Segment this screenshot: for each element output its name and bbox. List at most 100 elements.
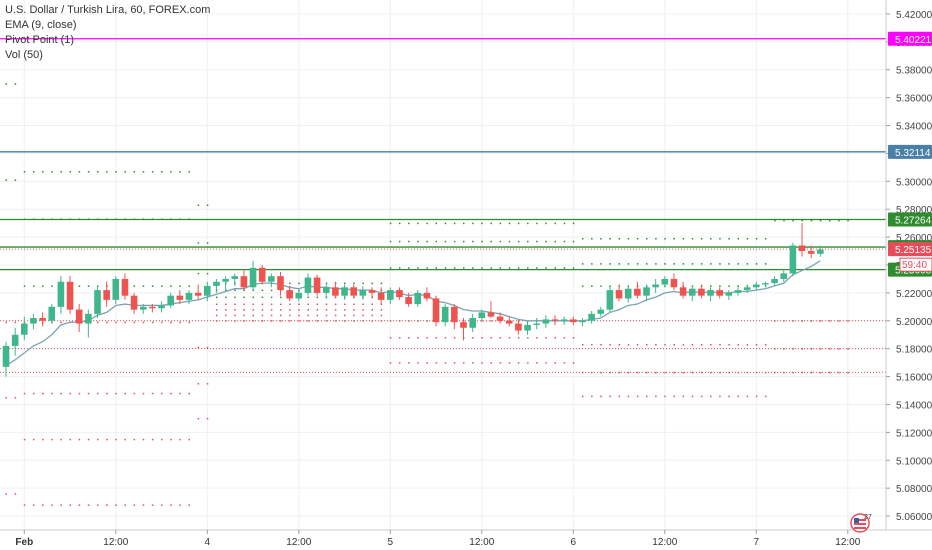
candle-body[interactable] [350, 287, 357, 296]
candle-body[interactable] [807, 251, 815, 254]
candle-body[interactable] [2, 345, 10, 367]
candle-body[interactable] [524, 324, 531, 331]
candle-body[interactable] [66, 281, 74, 310]
candle-body[interactable] [670, 278, 678, 288]
legend-ema[interactable]: EMA (9, close) [5, 19, 77, 31]
candle-body[interactable] [341, 287, 348, 296]
tradingview-logo[interactable]: 27 [849, 511, 875, 538]
candle-body[interactable] [387, 290, 394, 300]
candle-body[interactable] [762, 283, 769, 285]
candle-body[interactable] [313, 277, 321, 293]
candle-body[interactable] [194, 292, 202, 296]
candle-body[interactable] [679, 287, 687, 296]
candle-body[interactable] [515, 323, 522, 331]
candle-body[interactable] [423, 292, 431, 299]
candle-body[interactable] [368, 290, 376, 293]
candle-body[interactable] [167, 295, 174, 306]
candle-body[interactable] [551, 319, 559, 321]
candle-body[interactable] [432, 298, 440, 323]
candle-body[interactable] [817, 249, 824, 254]
candle-body[interactable] [405, 297, 412, 305]
pivot-dot [453, 362, 456, 364]
candle-body[interactable] [570, 319, 577, 323]
candle-body[interactable] [771, 278, 778, 284]
candle-body[interactable] [75, 309, 83, 324]
candle-body[interactable] [139, 306, 147, 310]
candle-body[interactable] [322, 287, 330, 293]
candle-body[interactable] [478, 312, 486, 318]
candle-body[interactable] [268, 276, 275, 282]
candle-body[interactable] [441, 306, 449, 323]
candle-body[interactable] [304, 277, 312, 293]
candle-body[interactable] [496, 316, 504, 321]
candle-body[interactable] [560, 319, 568, 321]
candle-body[interactable] [451, 306, 458, 323]
candle-body[interactable] [249, 267, 257, 288]
candle-body[interactable] [725, 292, 733, 296]
candle-body[interactable] [469, 318, 476, 328]
candle-body[interactable] [688, 288, 696, 296]
candle-body[interactable] [149, 306, 156, 309]
candle-body[interactable] [798, 245, 806, 252]
pivot-dot [838, 320, 840, 322]
candle-body[interactable] [332, 287, 339, 296]
candle-body[interactable] [85, 313, 92, 324]
legend-volume[interactable]: Vol (50) [5, 49, 43, 61]
candle-body[interactable] [11, 334, 19, 346]
candle-body[interactable] [743, 287, 751, 291]
candle-body[interactable] [753, 284, 760, 288]
candle-body[interactable] [103, 290, 110, 300]
candle-body[interactable] [176, 295, 184, 300]
candle-body[interactable] [377, 292, 385, 300]
candle-body[interactable] [588, 313, 595, 321]
candle-body[interactable] [487, 312, 495, 317]
candle-body[interactable] [661, 278, 669, 285]
candle-body[interactable] [39, 318, 46, 321]
candle-body[interactable] [57, 281, 65, 307]
candle-body[interactable] [789, 245, 797, 274]
candle-body[interactable] [130, 295, 138, 310]
legend-pivot[interactable]: Pivot Point (1) [5, 34, 75, 46]
candle-body[interactable] [606, 290, 614, 310]
candle-body[interactable] [533, 323, 540, 325]
candle-body[interactable] [505, 320, 513, 324]
candle-body[interactable] [734, 290, 742, 293]
candle-body[interactable] [579, 320, 586, 323]
candle-body[interactable] [231, 276, 239, 279]
legend-symbol[interactable]: U.S. Dollar / Turkish Lira, 60, FOREX.co… [5, 4, 211, 16]
candle-body[interactable] [624, 288, 632, 299]
candle-body[interactable] [396, 290, 403, 298]
candle-body[interactable] [222, 278, 229, 282]
pivot-dot [78, 285, 81, 287]
candle-body[interactable] [359, 290, 367, 296]
candle-body[interactable] [30, 318, 37, 324]
candle-body[interactable] [94, 290, 101, 314]
candle-body[interactable] [652, 284, 659, 288]
candle-body[interactable] [634, 288, 641, 296]
candle-body[interactable] [277, 276, 284, 291]
candle-body[interactable] [643, 287, 650, 296]
pivot-dot [682, 344, 685, 346]
candle-body[interactable] [707, 290, 714, 296]
candle-body[interactable] [112, 278, 120, 300]
candle-body[interactable] [158, 305, 165, 309]
candle-body[interactable] [21, 323, 28, 335]
candle-body[interactable] [780, 273, 788, 279]
candle-body[interactable] [460, 322, 467, 328]
candle-body[interactable] [213, 281, 220, 286]
candle-body[interactable] [615, 290, 623, 299]
candle-body[interactable] [597, 309, 605, 314]
candle-body[interactable] [716, 290, 723, 296]
candle-body[interactable] [542, 319, 550, 324]
candle-body[interactable] [295, 292, 303, 299]
candle-body[interactable] [240, 276, 248, 288]
candle-body[interactable] [698, 288, 705, 296]
candle-body[interactable] [185, 292, 193, 300]
candle-body[interactable] [48, 306, 56, 321]
candle-body[interactable] [258, 267, 266, 282]
candle-body[interactable] [286, 290, 293, 299]
candle-body[interactable] [414, 292, 422, 305]
candle-body[interactable] [121, 278, 129, 296]
candle-body[interactable] [204, 285, 211, 296]
